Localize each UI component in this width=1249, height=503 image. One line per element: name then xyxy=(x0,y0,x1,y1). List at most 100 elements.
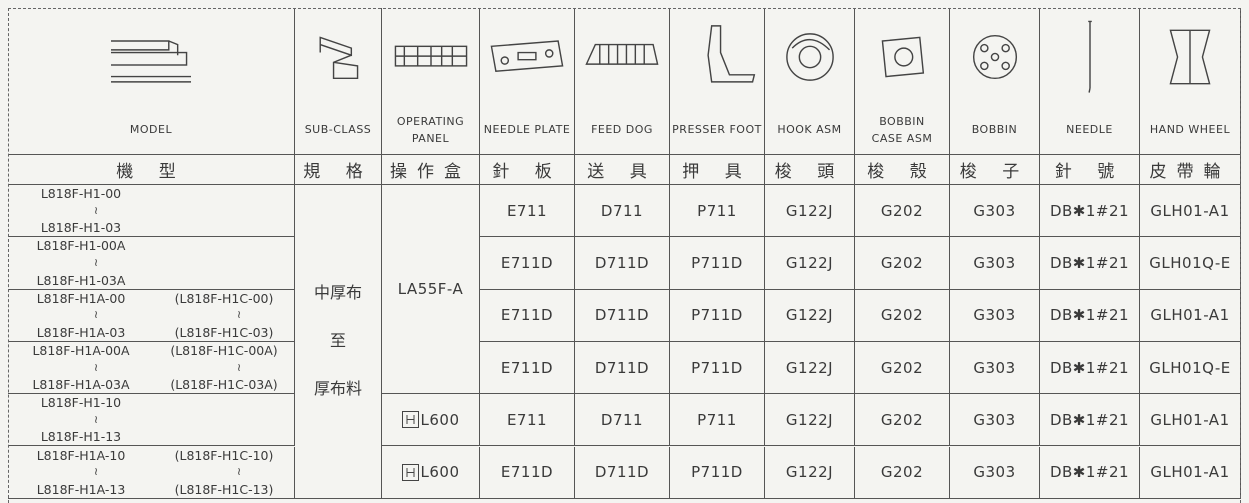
part-cell: DB✱1#21 xyxy=(1040,394,1140,447)
model-column: (L818F-H1C-10) ≀ (L818F-H1C-13) xyxy=(148,447,294,498)
en-header-text: NEEDLE xyxy=(1066,123,1113,136)
model-column: L818F-H1A-00A ≀ L818F-H1A-03A xyxy=(8,342,148,393)
en-header: NEEDLE xyxy=(1040,105,1140,155)
part-number: G303 xyxy=(973,410,1016,429)
model-column: (L818F-H1C-00A) ≀ (L818F-H1C-03A) xyxy=(148,342,294,393)
part-number: P711D xyxy=(691,358,743,377)
panel-cell: L600 xyxy=(382,394,480,447)
icon-cell xyxy=(295,8,382,105)
en-lines: OPERATING PANEL xyxy=(397,113,464,147)
model-cell: L818F-H1-00 ≀ L818F-H1-03 xyxy=(8,185,295,238)
en-header-text: NEEDLE PLATE xyxy=(483,123,571,136)
part-number: G303 xyxy=(973,306,1016,325)
model-name: L818F-H1A-00A xyxy=(32,342,130,358)
model-name: L818F-H1A-10 xyxy=(36,447,126,463)
zh-header: 皮帶輪 xyxy=(1140,155,1241,185)
part-cell: GLH01Q-E xyxy=(1140,341,1241,395)
range-mark: ≀ xyxy=(236,360,242,374)
zh-header: 梭 子 xyxy=(950,155,1040,185)
part-number: G202 xyxy=(880,410,924,429)
model-name: (L818F-H1C-00) xyxy=(174,290,274,306)
part-number: G202 xyxy=(880,358,924,377)
en-header-text: PANEL xyxy=(411,131,450,145)
part-number: D711 xyxy=(600,410,644,429)
model-cell: L818F-H1A-10 ≀ L818F-H1A-13 (L818F-H1C-10) ≀… xyxy=(8,446,295,499)
model-name: L818F-H1-00A xyxy=(36,238,126,254)
model-cell: L818F-H1A-00 ≀ L818F-H1A-03 (L818F-H1C-00) ≀… xyxy=(8,289,295,342)
model-name: L818F-H1-10 xyxy=(40,395,122,411)
zh-header: 梭 殼 xyxy=(855,155,950,185)
part-number: G122J xyxy=(785,253,834,272)
en-lines: FEED DOG xyxy=(591,121,653,138)
zh-header: 針 號 xyxy=(1040,155,1140,185)
part-cell: G122J xyxy=(765,446,855,499)
part-number: G303 xyxy=(973,201,1016,220)
part-cell: DB✱1#21 xyxy=(1040,185,1140,238)
part-cell: D711 xyxy=(575,394,670,447)
zh-header-text: 送 具 xyxy=(587,162,657,182)
model-name: (L818F-H1C-13) xyxy=(174,481,274,497)
en-lines: MODEL xyxy=(130,121,172,138)
en-header: NEEDLE PLATE xyxy=(480,105,575,155)
part-number: P711D xyxy=(691,463,743,482)
part-number: P711 xyxy=(697,201,737,220)
en-header-text: BOBBIN xyxy=(971,123,1018,136)
part-cell: E711 xyxy=(480,185,575,238)
sub-class-text: 至 xyxy=(329,331,346,351)
part-number: DB✱1#21 xyxy=(1049,358,1130,377)
model-name: L818F-H1A-03A xyxy=(32,377,130,393)
part-cell: P711D xyxy=(670,341,765,395)
part-cell: G122J xyxy=(765,341,855,395)
en-header-text: HAND WHEEL xyxy=(1149,123,1231,136)
part-number: G202 xyxy=(880,253,924,272)
part-number: E711D xyxy=(500,306,554,325)
en-lines: BOBBIN CASE ASM xyxy=(872,113,933,147)
part-cell: D711D xyxy=(575,446,670,499)
part-cell: E711 xyxy=(480,394,575,447)
part-cell: G122J xyxy=(765,394,855,447)
part-number: P711D xyxy=(691,253,743,272)
part-icon xyxy=(1087,20,1092,93)
en-lines: NEEDLE PLATE xyxy=(484,121,571,138)
part-cell: DB✱1#21 xyxy=(1040,341,1140,395)
part-cell: E711D xyxy=(480,289,575,342)
en-header: HAND WHEEL xyxy=(1140,105,1241,155)
part-number: D711 xyxy=(600,201,644,220)
part-number: GLH01-A1 xyxy=(1150,463,1230,482)
en-header-text: SUB-CLASS xyxy=(304,123,372,136)
zh-header: 梭 頭 xyxy=(765,155,855,185)
model-column: L818F-H1-00A ≀ L818F-H1-03A xyxy=(8,237,148,288)
en-header-text: CASE ASM xyxy=(871,131,933,145)
model-column: (L818F-H1C-00) ≀ (L818F-H1C-03) xyxy=(148,290,294,341)
panel-icon xyxy=(401,411,419,429)
icon-cell xyxy=(670,8,765,105)
zh-header: 機 型 xyxy=(8,155,295,185)
part-cell: D711D xyxy=(575,341,670,395)
part-number: GLH01Q-E xyxy=(1149,358,1231,377)
en-header: OPERATING PANEL xyxy=(382,105,480,155)
panel-model: L600 xyxy=(420,463,460,482)
sub-class-text: 厚布料 xyxy=(313,379,362,399)
part-cell: G202 xyxy=(855,185,950,238)
en-header-text: OPERATING xyxy=(396,114,465,128)
part-number: G122J xyxy=(785,410,834,429)
model-column: L818F-H1-10 ≀ L818F-H1-13 xyxy=(8,394,148,445)
part-icon xyxy=(394,45,467,67)
en-header-text: FEED DOG xyxy=(591,123,653,136)
zh-header-text: 機 型 xyxy=(116,162,186,182)
part-number: GLH01-A1 xyxy=(1150,306,1230,325)
part-number: G122J xyxy=(785,463,834,482)
icon-cell xyxy=(1040,8,1140,105)
part-cell: E711D xyxy=(480,341,575,395)
part-cell: G202 xyxy=(855,341,950,395)
part-cell: G202 xyxy=(855,394,950,447)
model-name: L818F-H1-03 xyxy=(40,220,122,236)
icon-cell xyxy=(382,8,480,105)
panel-icon xyxy=(401,463,419,481)
range-mark: ≀ xyxy=(93,308,99,322)
part-cell: G303 xyxy=(950,185,1040,238)
part-icon xyxy=(490,39,564,72)
model-column: L818F-H1-00 ≀ L818F-H1-03 xyxy=(8,185,148,236)
zh-header-text: 操作盒 xyxy=(390,162,471,182)
